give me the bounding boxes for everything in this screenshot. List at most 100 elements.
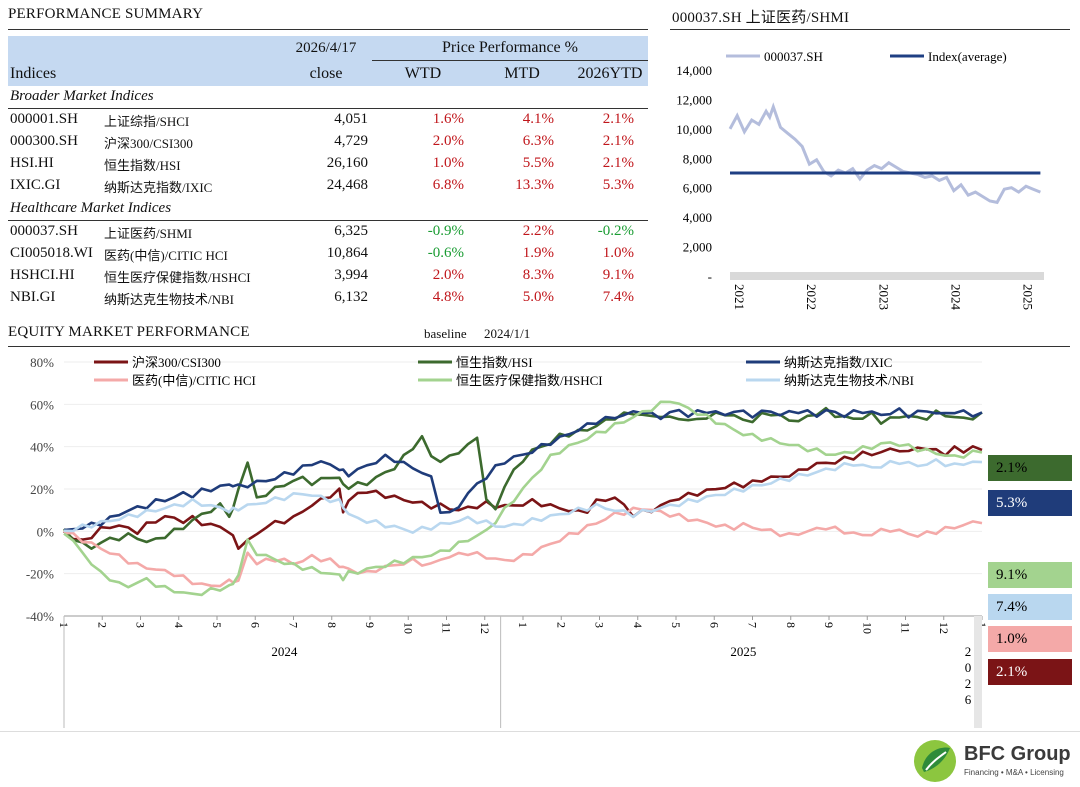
equity-month-tick: 11: [899, 622, 913, 634]
row-close: 6,132: [334, 289, 368, 305]
shmi-xtick: 2022: [804, 284, 819, 310]
shmi-ytick: 12,000: [676, 92, 712, 107]
row-name: 恒生指数/HSI: [104, 158, 181, 173]
header-divider: [372, 60, 648, 61]
end-value-tag: 5.3%: [988, 490, 1072, 516]
row-code: NBI.GI: [10, 289, 56, 305]
ytd-band: [974, 616, 982, 728]
bfc-logo: BFC Group Financing • M&A • Licensing: [912, 738, 1072, 784]
equity-ytick: -20%: [26, 567, 54, 582]
table-row: 000037.SH 上证医药/SHMI 6,325 -0.9% 2.2% -0.2%: [8, 222, 648, 244]
shmi-ytick: -: [708, 269, 712, 284]
equity-legend-label: 纳斯达克指数/IXIC: [784, 355, 892, 370]
row-ytd: 2.1%: [602, 111, 634, 127]
row-mtd: 5.5%: [522, 155, 554, 171]
equity-ytick: 80%: [30, 355, 54, 370]
row-code: HSHCI.HI: [10, 267, 75, 283]
shmi-xaxis-band: [730, 272, 1044, 280]
shmi-ytick: 8,000: [683, 151, 712, 166]
year-2026-char: 2: [965, 676, 972, 691]
equity-ytick: 60%: [30, 397, 54, 412]
row-close: 26,160: [326, 155, 368, 171]
equity-legend-label: 恒生指数/HSI: [456, 355, 533, 370]
group-label: Broader Market Indices: [10, 88, 154, 104]
row-name: 医药(中信)/CITIC HCI: [104, 248, 228, 263]
year-2026-char: 0: [965, 660, 972, 675]
shmi-xtick: 2023: [876, 284, 891, 310]
row-name: 沪深300/CSI300: [104, 136, 193, 151]
row-close: 4,729: [334, 133, 368, 149]
row-close: 24,468: [326, 177, 368, 193]
summary-title-rule: [8, 29, 648, 30]
row-wtd: 2.0%: [432, 267, 464, 283]
shmi-legend-label: Index(average): [928, 49, 1007, 64]
row-mtd: 4.1%: [522, 111, 554, 127]
row-ytd: 7.4%: [602, 289, 634, 305]
end-value-tag: 2.1%: [988, 659, 1072, 685]
row-mtd: 5.0%: [522, 289, 554, 305]
shmi-title: 000037.SH 上证医药/SHMI: [672, 10, 850, 26]
group-rule: [8, 220, 648, 221]
shmi-title-rule: [670, 29, 1070, 30]
row-mtd: 8.3%: [522, 267, 554, 283]
row-code: 000001.SH: [10, 111, 78, 127]
year-2026-char: 6: [965, 692, 972, 707]
equity-legend-label: 沪深300/CSI300: [132, 355, 221, 370]
end-value-tag: 9.1%: [988, 562, 1072, 588]
row-code: CI005018.WI: [10, 245, 93, 261]
table-row: NBI.GI 纳斯达克生物技术/NBI 6,132 4.8% 5.0% 7.4%: [8, 288, 648, 310]
equity-month-tick: 11: [440, 622, 454, 634]
year-2026-char: 2: [965, 644, 972, 659]
row-wtd: 4.8%: [432, 289, 464, 305]
equity-series-line: [63, 400, 983, 597]
shmi-ytick: 10,000: [676, 122, 712, 137]
equity-series-line: [63, 458, 983, 534]
table-row: IXIC.GI 纳斯达克指数/IXIC 24,468 6.8% 13.3% 5.3%: [8, 176, 648, 198]
shmi-ytick: 6,000: [683, 181, 712, 196]
equity-month-tick: 2: [95, 622, 109, 628]
shmi-xtick: 2021: [732, 284, 747, 310]
row-name: 上证医药/SHMI: [104, 226, 193, 241]
equity-month-tick: 9: [822, 622, 836, 628]
equity-month-tick: 3: [134, 622, 148, 628]
equity-month-tick: 6: [248, 622, 262, 628]
row-ytd: 2.1%: [602, 133, 634, 149]
row-close: 10,864: [326, 245, 368, 261]
row-name: 纳斯达克生物技术/NBI: [104, 292, 235, 307]
row-name: 纳斯达克指数/IXIC: [104, 180, 213, 195]
equity-series-line: [63, 445, 983, 550]
header-indices: Indices: [10, 65, 57, 82]
group-label: Healthcare Market Indices: [10, 200, 172, 216]
equity-month-tick: 8: [325, 622, 339, 628]
end-value-tag: 1.0%: [988, 626, 1072, 652]
row-wtd: 2.0%: [432, 133, 464, 149]
equity-month-tick: 12: [937, 622, 951, 634]
equity-title: EQUITY MARKET PERFORMANCE: [8, 324, 250, 340]
equity-month-tick: 12: [478, 622, 492, 634]
table-header-band: [8, 36, 648, 86]
row-name: 上证综指/SHCI: [104, 114, 190, 129]
equity-legend-label: 恒生医疗保健指数/HSHCI: [456, 373, 603, 388]
footer-rule: [0, 731, 1080, 732]
year-label: 2025: [730, 644, 756, 659]
shmi-xtick: 2024: [949, 284, 964, 311]
baseline-label: baseline: [424, 326, 467, 341]
summary-title: PERFORMANCE SUMMARY: [8, 6, 204, 22]
logo-name: BFC Group: [964, 743, 1071, 765]
header-price-performance: Price Performance %: [442, 39, 578, 56]
row-ytd: 1.0%: [602, 245, 634, 261]
end-value-tag: 2.1%: [988, 455, 1072, 481]
baseline-date: 2024/1/1: [484, 326, 531, 341]
group-rule: [8, 108, 648, 109]
equity-ytick: -40%: [26, 609, 54, 624]
equity-ytick: 0%: [37, 524, 55, 539]
bfc-leaf-icon: [914, 740, 956, 782]
equity-series-line: [62, 406, 983, 550]
equity-month-tick: 8: [784, 622, 798, 628]
row-name: 恒生医疗保健指数/HSHCI: [104, 270, 251, 285]
shmi-ytick: 4,000: [683, 210, 712, 225]
equity-month-tick: 1: [516, 622, 530, 628]
equity-month-tick: 10: [401, 622, 415, 634]
equity-series-line: [63, 407, 983, 532]
equity-ytick: 40%: [30, 440, 54, 455]
